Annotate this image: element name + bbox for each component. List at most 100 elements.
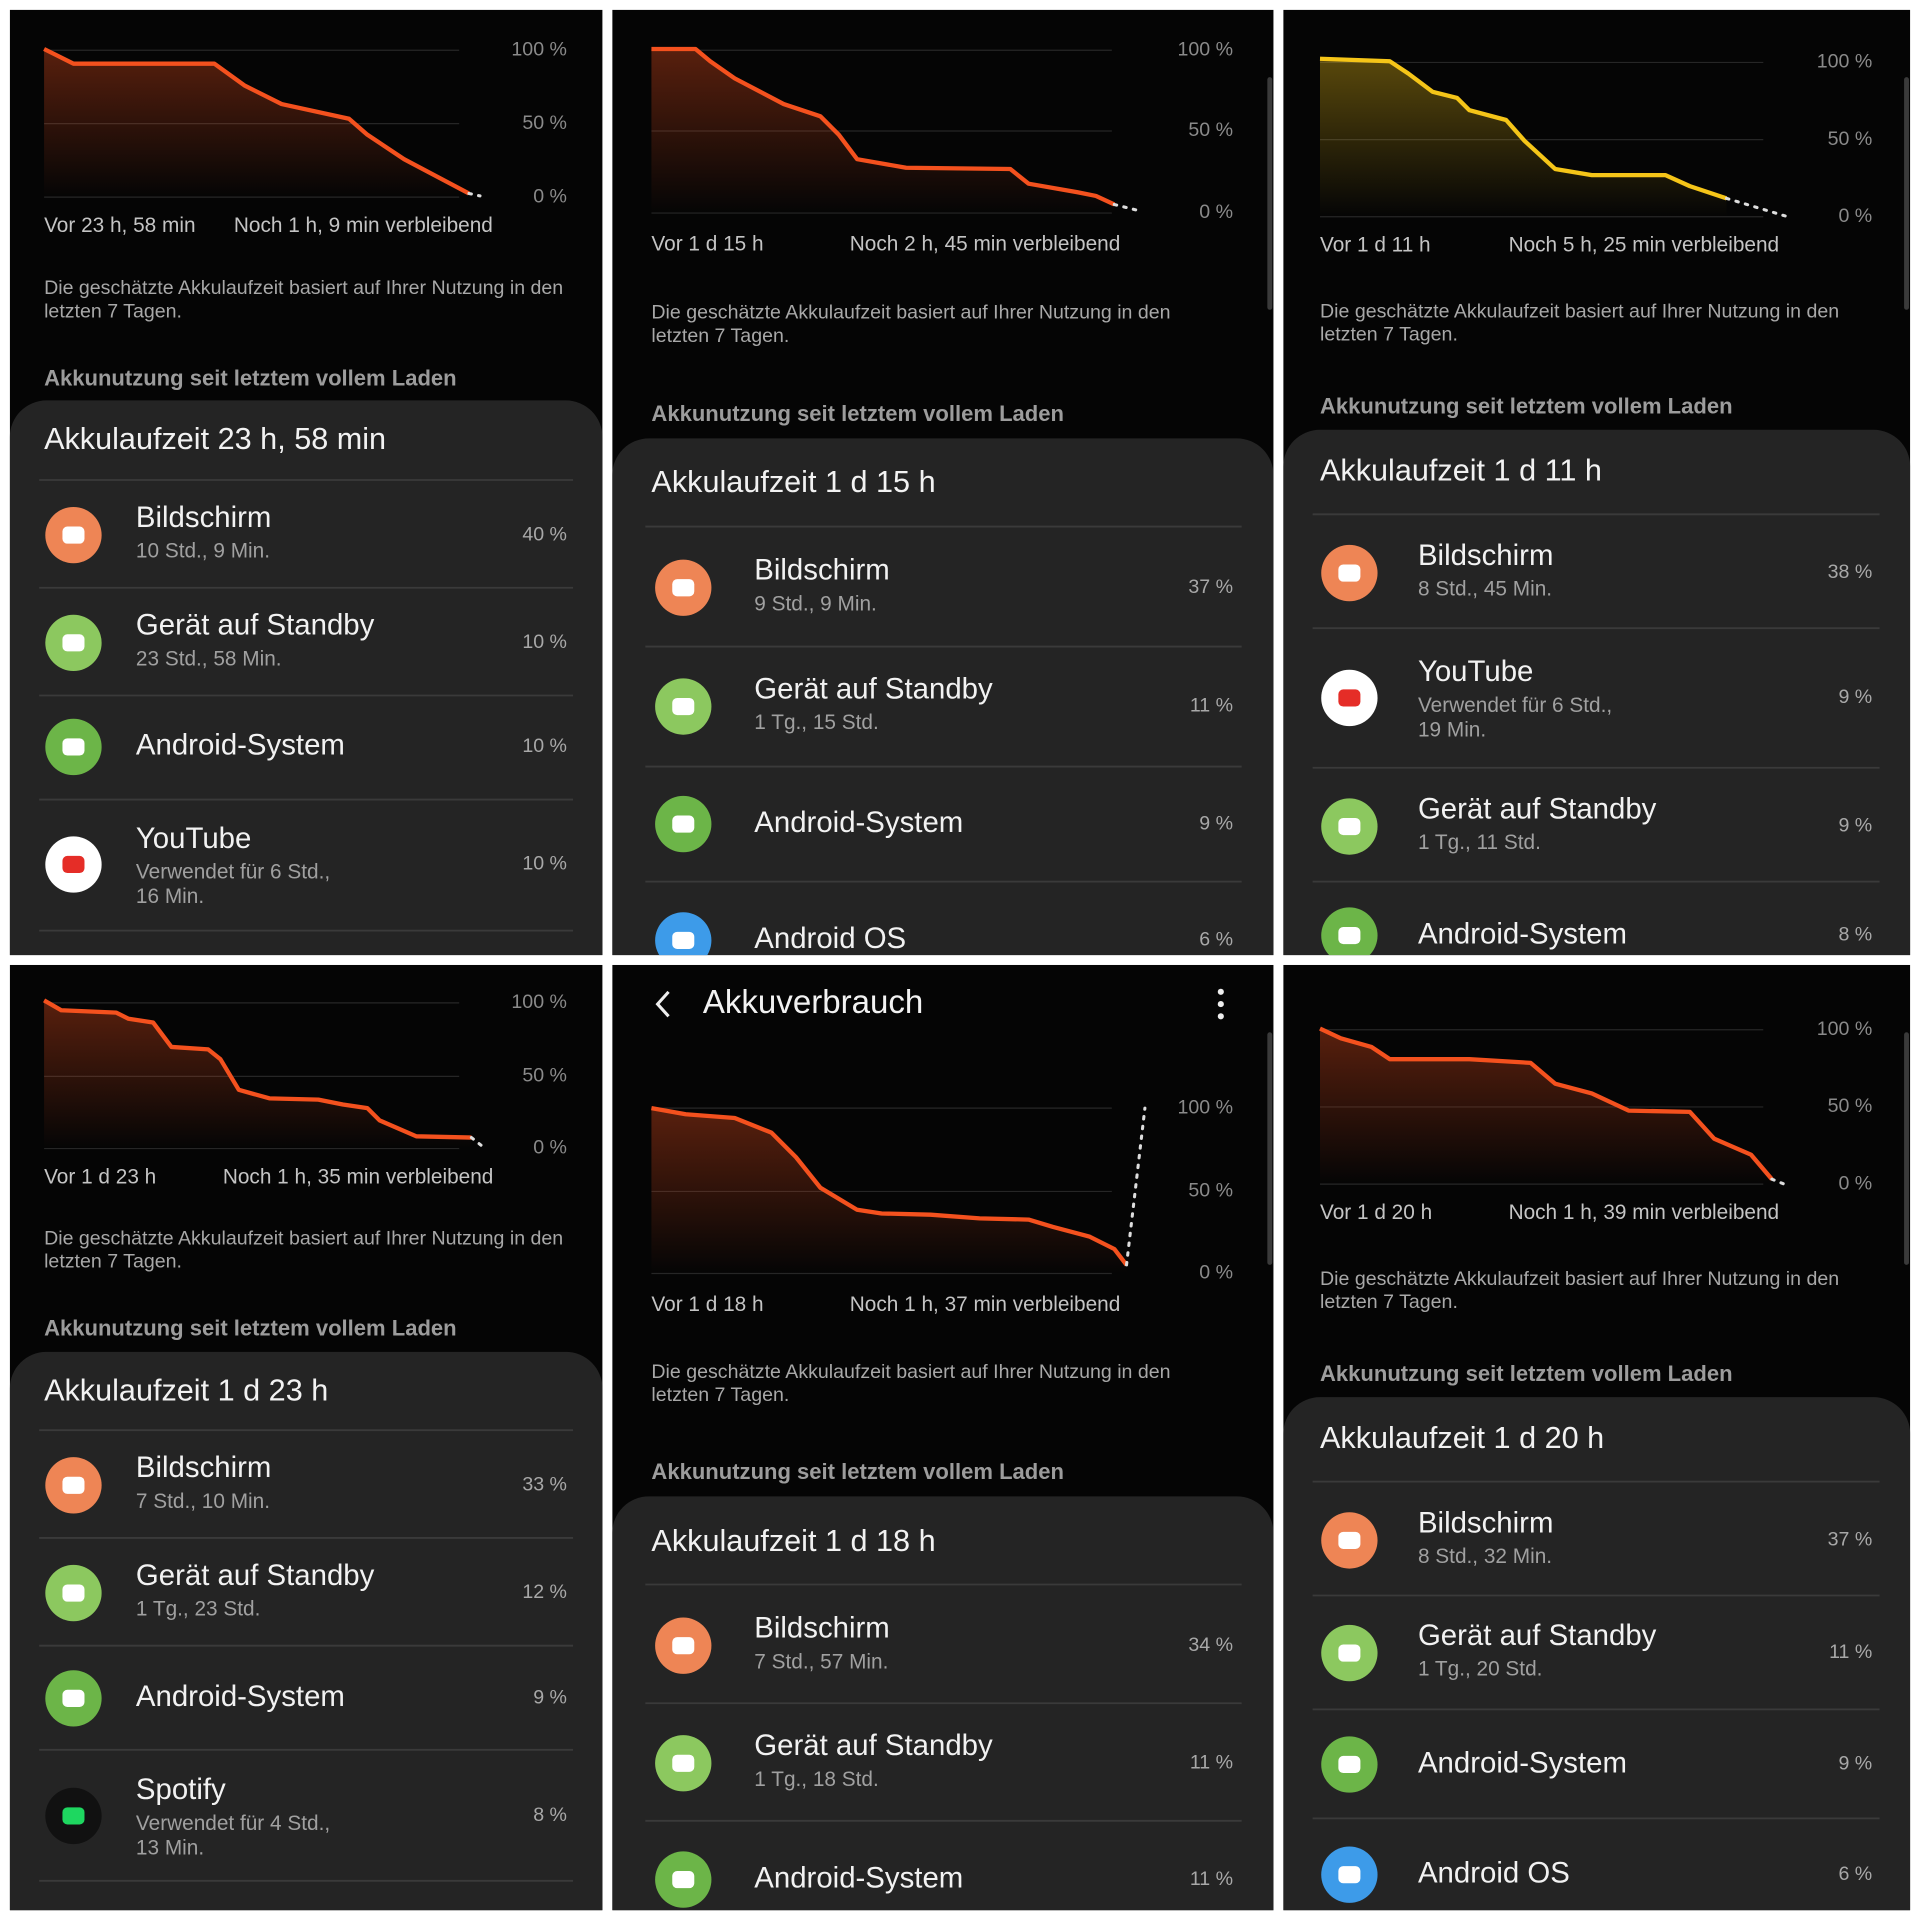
app-detail: Verwendet für 6 Std.,: [136, 861, 330, 884]
app-percent: 8 %: [1838, 924, 1872, 946]
app-name: Android-System: [754, 1861, 963, 1894]
y-axis-label: 50 %: [1188, 119, 1233, 141]
menu-dot[interactable]: [1217, 1001, 1224, 1008]
y-axis-label: 100 %: [1178, 1096, 1234, 1118]
note-text: Die geschätzte Akkulaufzeit basiert auf …: [651, 1361, 1170, 1383]
phone-screen: 100 % 50 % 0 % Vor 1 d 20 h Noch 1 h, 39 min…: [1283, 964, 1911, 1911]
app-percent: 11 %: [1190, 1751, 1233, 1773]
card-title: Akkulaufzeit 1 d 11 h: [1320, 454, 1602, 488]
app-icon-glyph: [672, 579, 695, 597]
app-percent: 37 %: [1828, 1529, 1873, 1551]
app-name: Bildschirm: [754, 554, 889, 587]
app-percent: 34 %: [1188, 1634, 1233, 1656]
app-icon-glyph: [1338, 1531, 1361, 1549]
usage-row: Gerät auf Standby 1 Tg., 11 Std. 9 %: [1321, 792, 1872, 855]
app-detail: Verwendet für 6 Std.,: [1418, 694, 1612, 717]
scrollbar: [1267, 77, 1273, 310]
app-percent: 10 %: [522, 853, 567, 875]
app-percent: 11 %: [1190, 1868, 1233, 1890]
app-icon-glyph: [62, 1689, 85, 1707]
app-name: Gerät auf Standby: [754, 1729, 993, 1762]
battery-area: [44, 48, 469, 198]
since-label: Vor 1 d 23 h: [44, 1165, 156, 1188]
y-axis-label: 0 %: [1838, 1172, 1872, 1194]
app-detail: 19 Min.: [1418, 719, 1486, 742]
y-axis-label: 100 %: [511, 991, 567, 1013]
since-label: Vor 23 h, 58 min: [44, 214, 195, 237]
app-name: Gerät auf Standby: [1418, 792, 1657, 825]
scrollbar: [1267, 1032, 1273, 1265]
section-heading: Akkunutzung seit letztem vollem Laden: [44, 1316, 457, 1341]
usage-card: [612, 438, 1274, 956]
app-detail: 1 Tg., 11 Std.: [1418, 831, 1541, 854]
app-percent: 6 %: [1838, 1863, 1872, 1885]
usage-row: Bildschirm 9 Std., 9 Min. 37 %: [655, 554, 1233, 616]
battery-line: [1319, 56, 1728, 201]
y-axis-label: 100 %: [1178, 38, 1234, 60]
remaining-label: Noch 2 h, 45 min verbleibend: [850, 232, 1121, 255]
app-name: YouTube: [1418, 655, 1533, 688]
usage-card: [9, 1351, 603, 1911]
app-name: Spotify: [136, 1773, 226, 1806]
app-percent: 10 %: [522, 735, 567, 757]
menu-dot[interactable]: [1217, 1013, 1224, 1020]
card-title: Akkulaufzeit 1 d 20 h: [1320, 1421, 1604, 1455]
app-icon-glyph: [672, 697, 695, 716]
app-icon-glyph: [1338, 1644, 1361, 1662]
back-button[interactable]: [655, 990, 670, 1018]
app-percent: 33 %: [522, 1473, 567, 1495]
y-axis-label: 50 %: [1188, 1180, 1233, 1202]
app-percent: 9 %: [533, 1687, 567, 1709]
app-detail: 7 Std., 57 Min.: [754, 1650, 888, 1673]
note-text: Die geschätzte Akkulaufzeit basiert auf …: [44, 277, 563, 299]
remaining-label: Noch 1 h, 37 min verbleibend: [850, 1293, 1121, 1316]
app-name: Bildschirm: [1418, 1506, 1553, 1539]
menu-dot[interactable]: [1217, 988, 1224, 995]
app-name: Gerät auf Standby: [754, 672, 993, 705]
usage-row: Android-System 8 %: [1321, 907, 1872, 956]
note-text: letzten 7 Tagen.: [1320, 1291, 1458, 1313]
app-icon-glyph: [1338, 1866, 1361, 1884]
app-detail: 1 Tg., 18 Std.: [754, 1768, 878, 1791]
y-axis-label: 50 %: [1828, 1095, 1873, 1117]
since-label: Vor 1 d 18 h: [651, 1293, 763, 1316]
phone-screen: 100 % 50 % 0 % Vor 1 d 15 h Noch 2 h, 45 min…: [612, 9, 1274, 956]
card-title: Akkulaufzeit 23 h, 58 min: [44, 422, 386, 456]
usage-row: Gerät auf Standby 1 Tg., 18 Std. 11 %: [655, 1729, 1233, 1792]
remaining-label: Noch 5 h, 25 min verbleibend: [1509, 234, 1780, 257]
usage-row: Bildschirm 8 Std., 32 Min. 37 %: [1321, 1506, 1873, 1569]
usage-row: Gerät auf Standby 1 Tg., 20 Std. 11 %: [1321, 1619, 1872, 1682]
prediction-line: [467, 191, 482, 198]
app-icon-glyph: [672, 815, 695, 833]
y-axis-label: 50 %: [1828, 128, 1873, 150]
usage-row: YouTube Verwendet für 6 Std.,19 Min. 9 %: [1321, 655, 1872, 742]
battery-line: [651, 46, 1116, 207]
app-icon-glyph: [62, 855, 85, 874]
phone-screen: 100 % 50 % 0 % Vor 23 h, 58 min Noch 1 h, 9 …: [9, 9, 603, 956]
app-percent: 11 %: [1829, 1641, 1872, 1663]
app-icon-glyph: [1338, 689, 1361, 707]
usage-row: Bildschirm 7 Std., 10 Min. 33 %: [45, 1451, 567, 1514]
battery-area: [651, 48, 1115, 214]
since-label: Vor 1 d 11 h: [1320, 234, 1431, 257]
battery-line: [651, 1106, 1129, 1267]
prediction-line: [1770, 1177, 1786, 1186]
usage-card: [612, 1496, 1274, 1911]
app-percent: 9 %: [1838, 815, 1872, 837]
remaining-label: Noch 1 h, 39 min verbleibend: [1509, 1201, 1780, 1224]
y-axis-label: 0 %: [1199, 1262, 1233, 1284]
app-detail: 9 Std., 9 Min.: [754, 592, 877, 615]
note-text: Die geschätzte Akkulaufzeit basiert auf …: [651, 302, 1170, 324]
app-name: Gerät auf Standby: [136, 609, 375, 642]
since-label: Vor 1 d 20 h: [1320, 1201, 1432, 1224]
battery-area: [44, 1000, 472, 1149]
app-name: Android-System: [136, 729, 345, 762]
app-icon-glyph: [1338, 564, 1361, 582]
card-title: Akkulaufzeit 1 d 15 h: [651, 465, 935, 499]
app-name: Android OS: [754, 922, 906, 955]
app-detail: 1 Tg., 23 Std.: [136, 1598, 260, 1621]
app-icon-glyph: [62, 634, 85, 652]
section-heading: Akkunutzung seit letztem vollem Laden: [651, 1459, 1064, 1484]
